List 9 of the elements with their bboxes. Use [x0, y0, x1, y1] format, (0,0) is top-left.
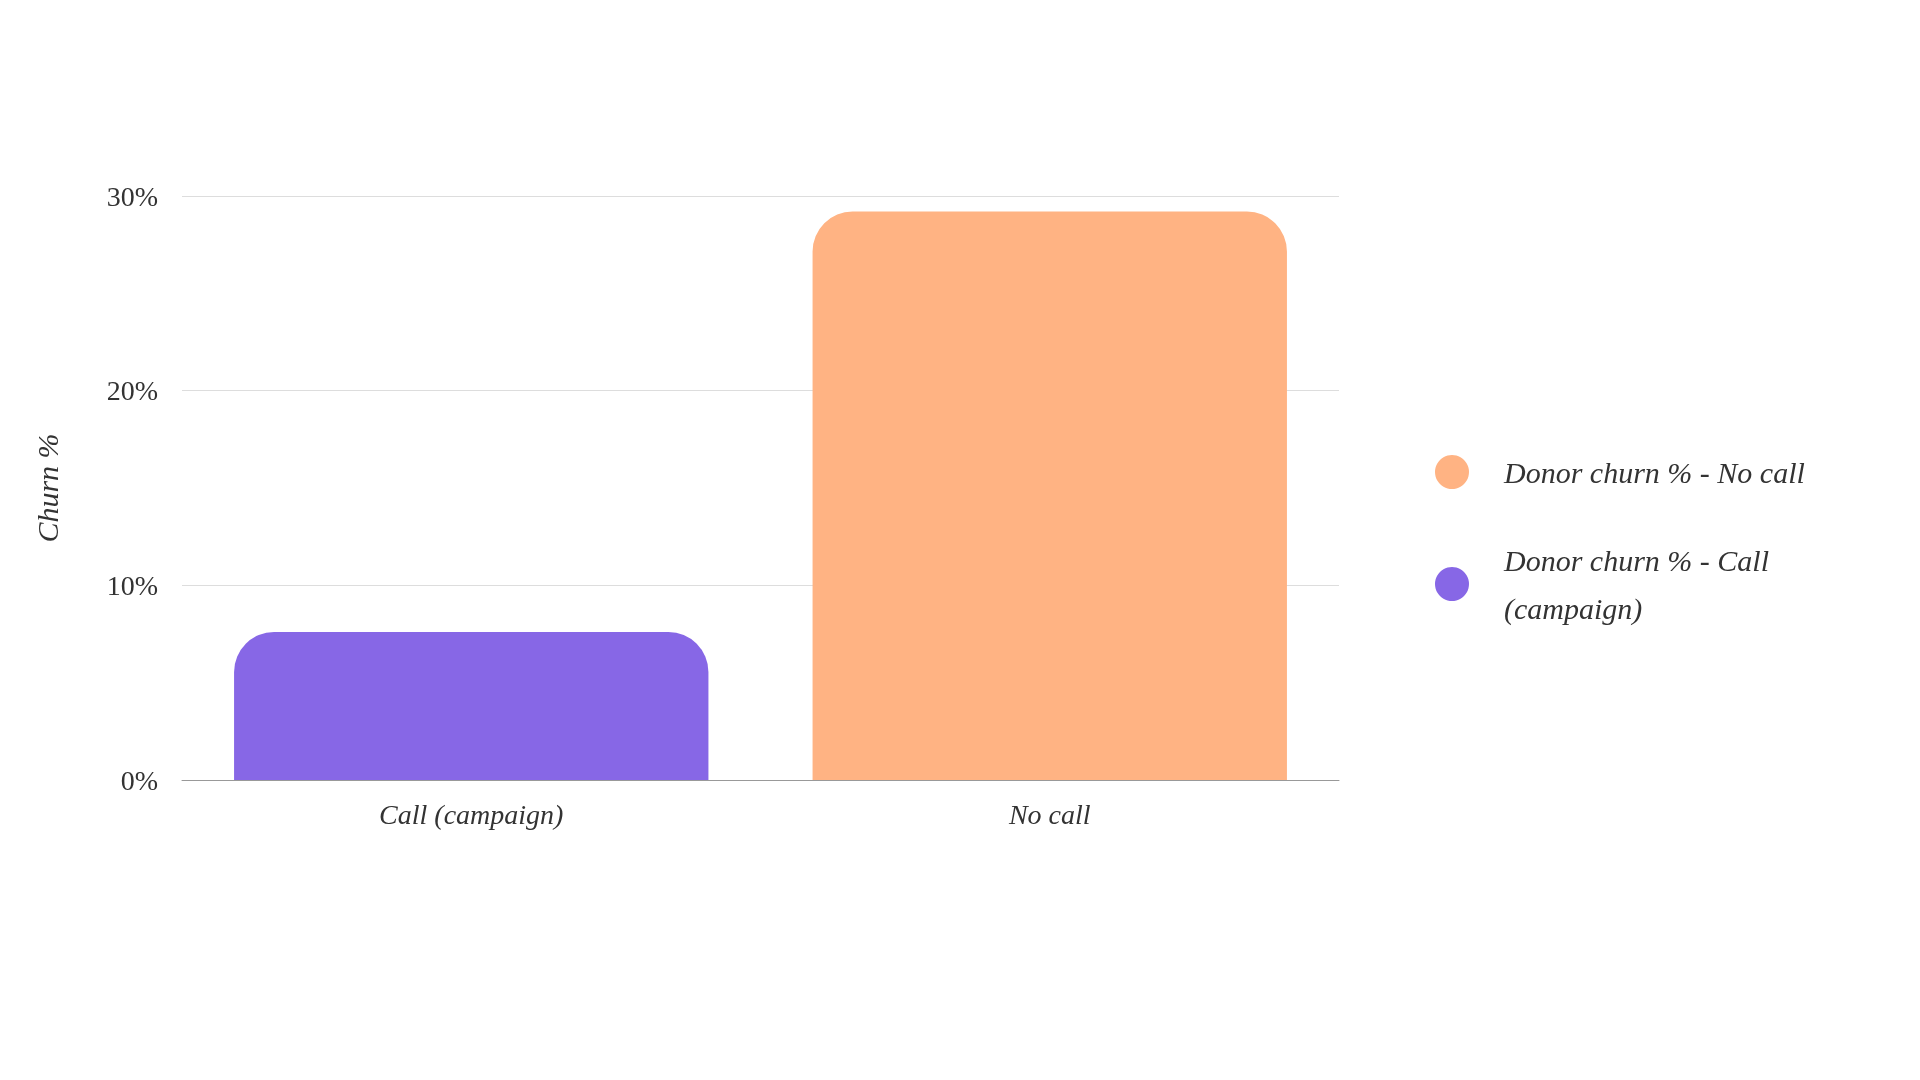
y-tick-label: 10% [106, 569, 158, 601]
y-tick-label: 30% [106, 180, 158, 212]
y-axis-title: Churn % [30, 433, 64, 543]
legend-label: Donor churn % - Call (campaign) [1503, 543, 1777, 626]
x-tick-label: Call (campaign) [379, 798, 564, 830]
y-tick-label: 0% [120, 764, 158, 796]
x-tick-label: No call [1007, 798, 1091, 830]
y-tick-label: 20% [106, 375, 158, 407]
legend-label: Donor churn % - No call [1503, 455, 1805, 489]
